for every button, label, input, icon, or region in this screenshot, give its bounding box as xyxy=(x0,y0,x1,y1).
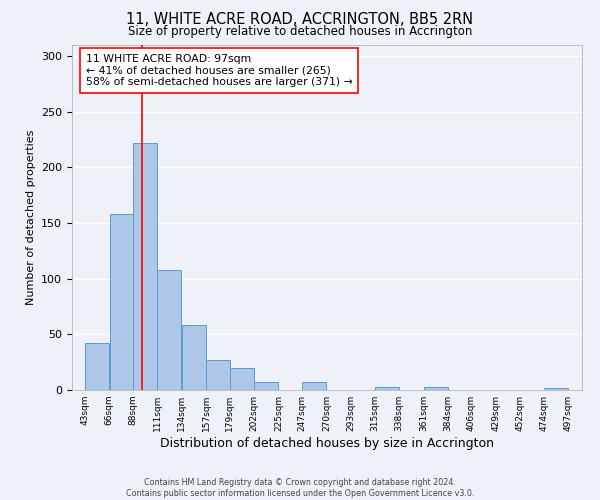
Bar xyxy=(544,388,568,390)
Bar xyxy=(230,368,254,390)
Y-axis label: Number of detached properties: Number of detached properties xyxy=(26,130,35,305)
Text: 11, WHITE ACRE ROAD, ACCRINGTON, BB5 2RN: 11, WHITE ACRE ROAD, ACCRINGTON, BB5 2RN xyxy=(127,12,473,28)
Text: Contains HM Land Registry data © Crown copyright and database right 2024.
Contai: Contains HM Land Registry data © Crown c… xyxy=(126,478,474,498)
Bar xyxy=(110,214,133,390)
Bar xyxy=(302,382,326,390)
Text: Size of property relative to detached houses in Accrington: Size of property relative to detached ho… xyxy=(128,25,472,38)
Bar xyxy=(374,386,398,390)
Bar xyxy=(424,386,448,390)
Bar xyxy=(85,344,109,390)
Bar xyxy=(133,143,157,390)
Bar xyxy=(254,382,278,390)
X-axis label: Distribution of detached houses by size in Accrington: Distribution of detached houses by size … xyxy=(160,437,494,450)
Bar xyxy=(182,326,206,390)
Bar xyxy=(206,360,230,390)
Text: 11 WHITE ACRE ROAD: 97sqm
← 41% of detached houses are smaller (265)
58% of semi: 11 WHITE ACRE ROAD: 97sqm ← 41% of detac… xyxy=(86,54,353,87)
Bar xyxy=(157,270,181,390)
